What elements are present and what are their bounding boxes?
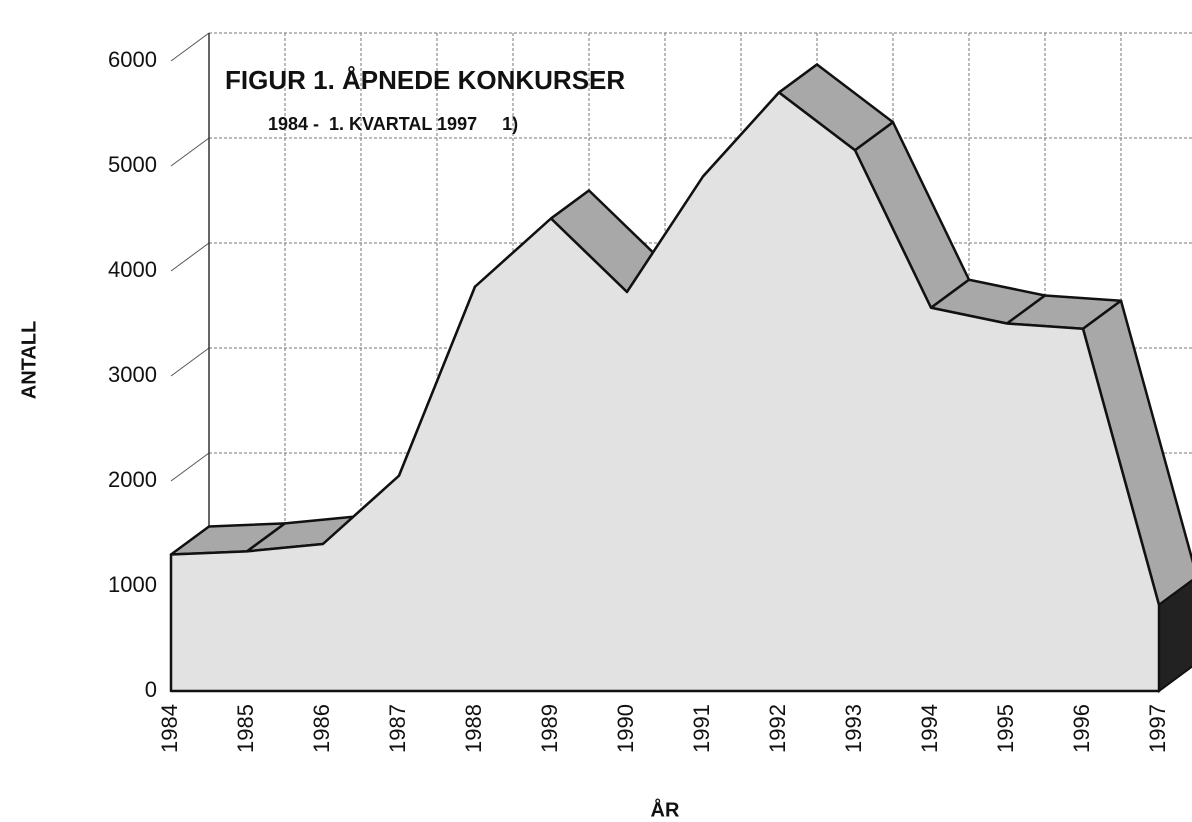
- y-tick-label: 6000: [108, 47, 157, 72]
- y-tick-label: 0: [145, 677, 157, 702]
- chart-subtitle: 1984 - 1. KVARTAL 1997 1): [268, 114, 518, 134]
- y-tick-label: 5000: [108, 152, 157, 177]
- x-axis-label: ÅR: [651, 797, 680, 821]
- x-tick-label: 1989: [537, 704, 562, 753]
- x-tick-label: 1987: [385, 704, 410, 753]
- x-tick-label: 1984: [157, 704, 182, 753]
- x-tick-label: 1995: [993, 704, 1018, 753]
- x-tick-label: 1986: [309, 704, 334, 753]
- x-tick-label: 1991: [689, 704, 714, 753]
- area-front: [169, 91, 1161, 693]
- y-tick-label: 4000: [108, 257, 157, 282]
- tick-mark: [170, 347, 210, 377]
- x-tick-label: 1993: [841, 704, 866, 753]
- x-tick-label: 1994: [917, 704, 942, 753]
- y-tick-label: 2000: [108, 467, 157, 492]
- x-tick-label: 1990: [613, 704, 638, 753]
- tick-mark: [170, 32, 210, 62]
- x-tick-label: 1992: [765, 704, 790, 753]
- x-tick-label: 1988: [461, 704, 486, 753]
- y-tick-label: 3000: [108, 362, 157, 387]
- x-tick-label: 1997: [1145, 704, 1170, 753]
- x-tick-label: 1996: [1069, 704, 1094, 753]
- chart-title: FIGUR 1. ÅPNEDE KONKURSER: [225, 65, 625, 95]
- y-tick-label: 1000: [108, 572, 157, 597]
- tick-mark: [170, 452, 210, 482]
- tick-mark: [170, 242, 210, 272]
- y-axis-label: ANTALL: [18, 321, 40, 400]
- x-tick-label: 1985: [233, 704, 258, 753]
- tick-mark: [170, 137, 210, 167]
